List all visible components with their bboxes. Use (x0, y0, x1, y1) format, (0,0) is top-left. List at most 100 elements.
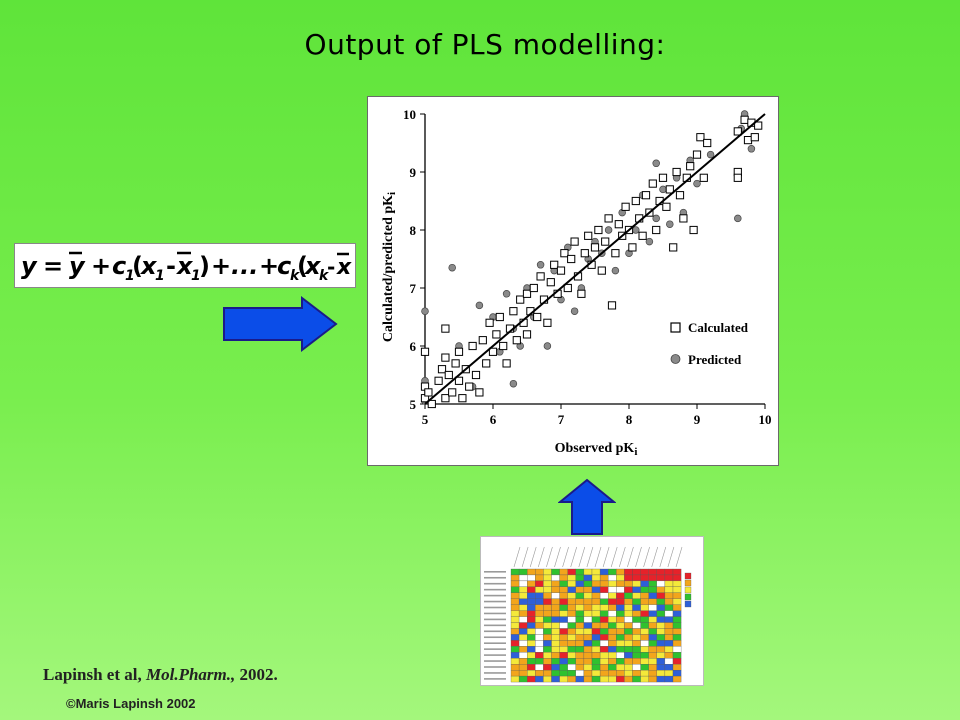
heatmap-cell (551, 622, 560, 629)
heatmap-row-label (484, 624, 506, 627)
heatmap-cell (672, 616, 682, 623)
heatmap-cell (608, 628, 617, 635)
heatmap-cell (672, 664, 682, 671)
heatmap-cell (575, 598, 585, 605)
calculated-point (471, 370, 481, 380)
heatmap-cell (656, 646, 666, 653)
heatmap-row-label (484, 618, 506, 621)
heatmap-row-label (484, 678, 506, 680)
calculated-point (614, 220, 623, 229)
predicted-point (448, 263, 456, 272)
heatmap-cell (608, 634, 617, 641)
heatmap-cell (664, 604, 674, 611)
calculated-point (454, 347, 464, 356)
heatmap-cell (640, 669, 649, 677)
heatmap-cell (664, 574, 674, 582)
heatmap-cell (656, 568, 666, 576)
heatmap-cell (648, 634, 657, 641)
calculated-point (488, 347, 498, 356)
heatmap-cell (575, 586, 585, 593)
heatmap-cell (518, 574, 528, 582)
heatmap-cell (664, 622, 674, 629)
heatmap-cell (632, 574, 641, 582)
calculated-point (570, 237, 579, 246)
heatmap-cell (583, 580, 593, 588)
heatmap-cell (575, 646, 585, 653)
heatmap-cell (583, 616, 593, 623)
heatmap-cell (559, 580, 568, 588)
heatmap-cell (608, 610, 617, 617)
heatmap-cell (632, 568, 641, 576)
heatmap-cell (567, 622, 576, 629)
calculated-point (733, 127, 742, 136)
heatmap-cell (648, 592, 657, 599)
x-tick-label: 9 (694, 412, 701, 427)
heatmap-cell (535, 568, 544, 576)
heatmap-cell (624, 616, 633, 623)
heatmap-cell (624, 664, 633, 671)
heatmap-cell (518, 646, 528, 653)
heatmap-cell (575, 628, 585, 635)
heatmap-cell (648, 646, 657, 653)
heatmap-column-label (602, 546, 610, 568)
heatmap-cell (510, 574, 520, 582)
heatmap-cell (608, 622, 617, 629)
x-tick-label: 8 (626, 412, 633, 427)
heatmap-cell (510, 634, 520, 641)
eq-c1-sub: 1 (125, 268, 135, 284)
calculated-point (478, 336, 487, 345)
arrow-right-icon (223, 296, 338, 352)
eq-minus-1: - (166, 252, 176, 280)
calculated-point (584, 231, 593, 240)
calculated-point (652, 225, 661, 235)
calculated-point (546, 278, 555, 287)
heatmap-cell (672, 574, 682, 582)
heatmap-cell (648, 604, 657, 611)
heatmap-column-label (667, 546, 675, 568)
heatmap-cell (648, 580, 657, 588)
heatmap-row-label (484, 612, 506, 615)
heatmap-cell (624, 598, 633, 605)
heatmap-cell (510, 622, 520, 629)
calculated-point (536, 272, 545, 281)
heatmap-cell (664, 658, 674, 665)
heatmap-cell (640, 610, 649, 617)
heatmap-cell (559, 574, 568, 582)
heatmap-cell (527, 664, 536, 671)
heatmap-cell (608, 568, 617, 576)
heatmap-cell (656, 658, 666, 665)
heatmap-cell (648, 616, 657, 623)
calculated-point (434, 376, 443, 385)
heatmap-cell (608, 669, 617, 677)
predicted-point (659, 185, 667, 194)
calculated-point (499, 341, 508, 351)
heatmap-cell (616, 592, 625, 599)
heatmap-column-label (521, 546, 529, 568)
chart-svg: 5 6 7 8 9 10 5 6 7 8 9 10 Observed pKi Calculated/p… (381, 107, 772, 458)
heatmap-cell (672, 604, 682, 611)
calculated-point (512, 336, 521, 345)
heatmap-cell (543, 604, 552, 611)
heatmap-legend-swatch (684, 593, 692, 601)
calculated-point (485, 318, 494, 327)
heatmap-column-label (619, 546, 626, 568)
calculated-point (662, 202, 671, 211)
heatmap-cell (672, 586, 682, 593)
predicted-point (502, 290, 511, 298)
heatmap-cell (559, 634, 568, 641)
eq-plus-2: + (211, 252, 231, 280)
heatmap-cell (656, 610, 666, 617)
heatmap-cell (543, 574, 552, 582)
eq-plus-3: + (259, 252, 279, 280)
heatmap-cell (575, 574, 585, 582)
calculated-point (750, 133, 759, 142)
eq-ellipsis: ... (231, 252, 258, 280)
heatmap-cell (632, 669, 641, 677)
heatmap-cell (543, 616, 552, 623)
eq-xk-sub: k (319, 268, 330, 284)
heatmap-cell (616, 652, 625, 659)
heatmap-cell (518, 622, 528, 629)
heatmap-row-label (484, 666, 506, 668)
heatmap-thumbnail (480, 536, 704, 686)
calculated-point (516, 295, 525, 304)
